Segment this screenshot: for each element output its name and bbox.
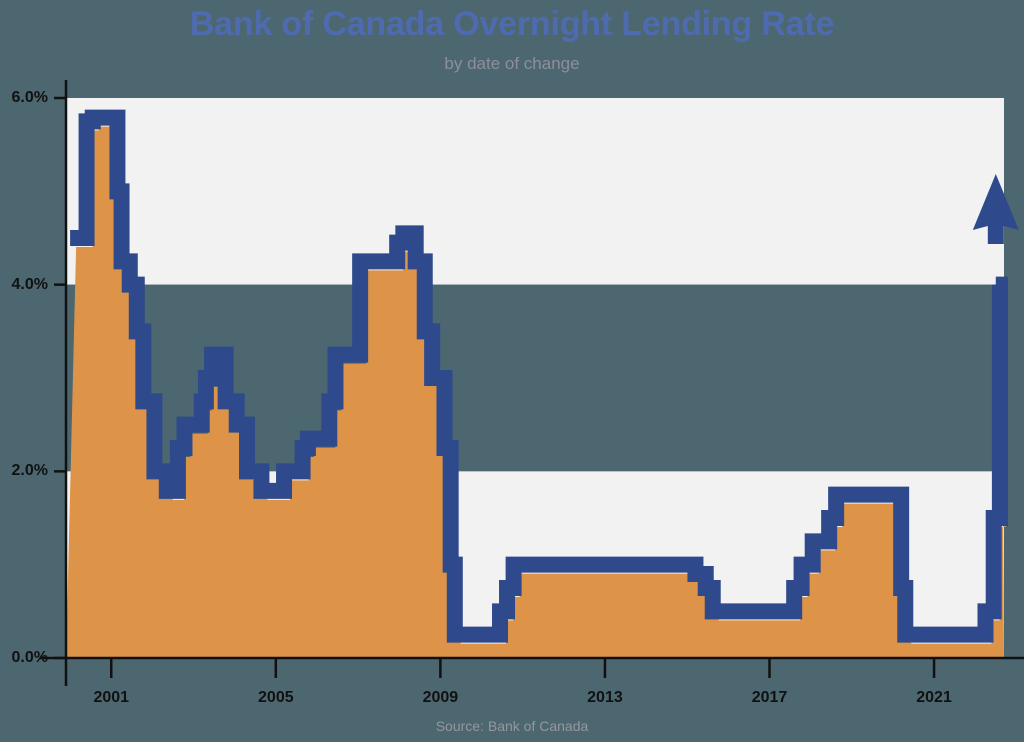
- background-band-0: [66, 98, 1004, 285]
- rate-line-path: [70, 109, 1008, 643]
- y-tick-label-3: 6.0%: [11, 89, 48, 106]
- chart-title: Bank of Canada Overnight Lending Rate: [189, 5, 835, 43]
- x-tick-label-5: 2021: [916, 689, 952, 706]
- up-arrow-icon: [972, 174, 1019, 244]
- y-axis-ticks: [54, 96, 66, 660]
- chart-subtitle: by date of change: [444, 54, 580, 73]
- rate-area-path: [66, 126, 1006, 659]
- chart-source-note: Source: Bank of Canada: [435, 718, 589, 734]
- x-tick-label-1: 2005: [258, 689, 294, 706]
- x-axis-ticks: [110, 658, 936, 678]
- chart-axes: [40, 80, 1024, 686]
- area-fill: [66, 126, 1006, 659]
- x-tick-label-4: 2017: [751, 689, 788, 706]
- x-tick-label-0: 2001: [93, 689, 130, 706]
- x-tick-label-2: 2009: [422, 689, 459, 706]
- y-tick-label-1: 2.0%: [11, 462, 48, 480]
- x-tick-label-3: 2013: [587, 689, 623, 706]
- rate-line: [70, 109, 1019, 643]
- y-tick-label-0: 0.0%: [11, 649, 48, 666]
- y-tick-label-2: 4.0%: [11, 275, 48, 293]
